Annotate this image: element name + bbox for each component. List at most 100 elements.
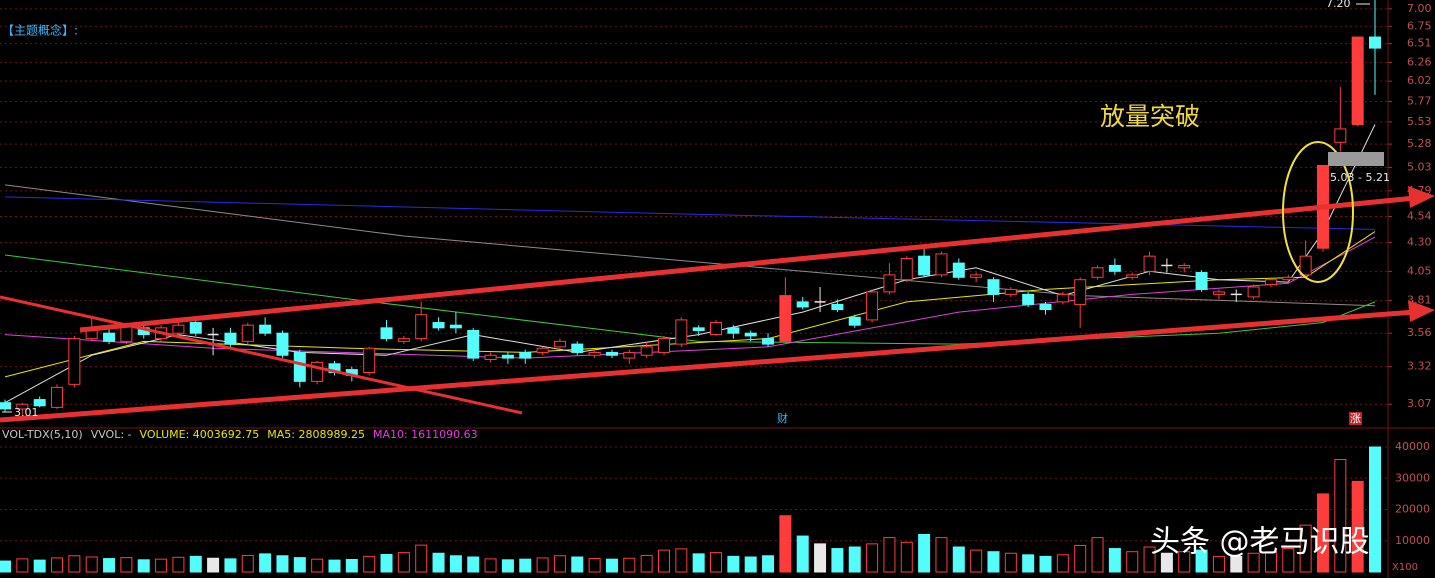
volume-bar: [1247, 552, 1260, 573]
volume-bar: [762, 555, 775, 573]
volume-bar: [189, 555, 202, 573]
volume-bar: [137, 559, 150, 573]
volume-bar: [814, 543, 827, 573]
volume-bar: [1091, 537, 1104, 573]
y-tick-label: 6.02: [1407, 74, 1432, 87]
y-tick-label: 4.30: [1407, 236, 1432, 249]
volume-bar: [519, 558, 532, 573]
volume-bar: [484, 558, 497, 573]
body: [675, 319, 688, 345]
body: [536, 347, 549, 353]
y-tick-label: 3.56: [1407, 326, 1432, 339]
volume-bar: [224, 558, 237, 573]
body: [640, 346, 653, 356]
volume-bar: [1212, 555, 1225, 573]
volume-bar: [293, 557, 306, 573]
volume-bar: [692, 553, 705, 573]
body: [189, 322, 202, 334]
volume-bar: [1230, 555, 1243, 573]
body: [276, 332, 289, 356]
legend-entry: MA10: 1611090.63: [373, 428, 478, 441]
body: [1126, 274, 1139, 278]
ma-line: [4, 124, 1376, 404]
range-box: [1328, 152, 1384, 166]
y-tick-label: 30000: [1395, 471, 1430, 484]
body: [68, 338, 81, 385]
volume-bar: [16, 558, 29, 573]
legend-entry: MA5: 2808989.25: [267, 428, 365, 441]
body: [900, 257, 913, 281]
unit-label: X100: [1392, 562, 1418, 573]
y-tick-label: 4.05: [1407, 264, 1432, 277]
volume-bar: [103, 558, 116, 573]
legend-entry: VVOL: -: [91, 428, 132, 441]
downtrend-line: [0, 295, 523, 415]
body: [970, 274, 983, 278]
volume-bar: [68, 555, 81, 573]
body: [623, 351, 636, 359]
trend-lines: [0, 141, 1435, 423]
body: [51, 386, 64, 408]
volume-bar: [328, 559, 341, 573]
watermark: 头条 @老马识股: [1150, 525, 1370, 560]
marker-box: [1349, 412, 1362, 425]
volume-bar: [120, 557, 133, 573]
body: [467, 330, 480, 359]
y-tick-label: 6.26: [1407, 55, 1432, 68]
volume-bar: [970, 549, 983, 573]
body: [727, 327, 740, 334]
body: [883, 274, 896, 293]
y-tick-label: 6.75: [1407, 19, 1432, 32]
legend-entry: VOL-TDX(5,10): [2, 428, 83, 441]
body: [1178, 264, 1191, 269]
volume-bar: [1334, 459, 1347, 573]
upper-channel: [79, 195, 1416, 333]
body: [605, 351, 618, 356]
volume-bar: [796, 535, 809, 573]
volume-bar: [588, 558, 601, 573]
body: [1074, 279, 1087, 305]
body: [311, 361, 324, 382]
body: [779, 295, 792, 342]
highlight-ellipse: [1282, 141, 1354, 283]
body: [1022, 293, 1035, 305]
y-tick-label: 5.77: [1407, 95, 1432, 108]
volume-bar: [380, 554, 393, 573]
volume-bar: [51, 557, 64, 573]
body: [935, 253, 948, 276]
volume-bar: [1022, 554, 1035, 573]
marker: 财: [777, 411, 788, 425]
body: [415, 314, 428, 340]
body: [1369, 36, 1381, 49]
body: [692, 327, 705, 332]
body: [380, 327, 393, 340]
body: [1091, 267, 1104, 278]
volume-bar: [1369, 446, 1381, 573]
arrow-head: [1408, 186, 1435, 208]
body: [1108, 264, 1121, 272]
body: [553, 340, 566, 348]
volume-bar: [675, 548, 688, 573]
volume-bar: [415, 544, 428, 573]
body: [501, 354, 514, 359]
y-tick-label: 4.54: [1407, 210, 1432, 223]
volume-bar: [1264, 551, 1277, 573]
body: [762, 338, 775, 345]
volume-bar: [657, 549, 670, 573]
body: [224, 332, 237, 345]
volume-bar: [311, 558, 324, 573]
low-label: 3.01: [14, 406, 39, 419]
y-tick-label: 5.28: [1407, 137, 1432, 150]
volume-bar: [155, 558, 168, 573]
volume-bar: [85, 556, 98, 573]
y-tick-label: 3.32: [1407, 360, 1432, 373]
volume-bar: [276, 555, 289, 573]
ma-line: [4, 184, 1376, 307]
body: [657, 338, 670, 353]
volume-bar: [1178, 551, 1191, 573]
volume-bar: [866, 543, 879, 573]
body: [796, 301, 809, 308]
volume-bar: [848, 546, 861, 573]
